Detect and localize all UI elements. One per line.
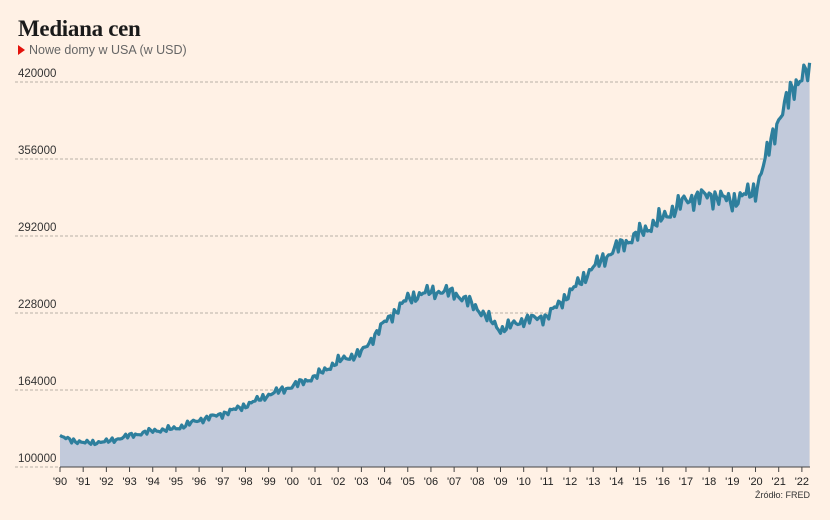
x-tick-label: '10 [517,476,531,488]
x-tick-label: '97 [215,476,229,488]
x-tick-label: '17 [679,476,693,488]
x-tick-label: '04 [377,476,391,488]
x-tick-label: '22 [795,476,809,488]
x-tick-label: '91 [76,476,90,488]
x-tick-label: '16 [656,476,670,488]
x-tick-label: '21 [772,476,786,488]
x-tick-label: '01 [308,476,322,488]
x-tick-label: '18 [702,476,716,488]
x-tick-label: '12 [563,476,577,488]
y-tick-label: 228000 [18,299,56,311]
x-tick-label: '05 [401,476,415,488]
series-line [59,62,812,447]
y-tick-label: 164000 [18,376,56,388]
source-note: Źródło: FRED [754,490,810,500]
x-tick-label: '92 [99,476,113,488]
x-tick-label: '19 [725,476,739,488]
x-tick-label: '14 [609,476,623,488]
x-tick-label: '96 [192,476,206,488]
x-tick-label: '20 [748,476,762,488]
x-tick-label: '03 [354,476,368,488]
x-tick-label: '08 [470,476,484,488]
x-tick-label: '93 [122,476,136,488]
x-tick-label: '94 [146,476,160,488]
legend-label: Nowe domy w USA (w USD) [29,43,187,57]
y-tick-label: 292000 [18,222,56,234]
x-tick-label: '02 [331,476,345,488]
series-area [60,62,810,468]
y-tick-label: 100000 [18,453,56,465]
x-tick-label: '07 [447,476,461,488]
x-tick-label: '95 [169,476,183,488]
legend-entry: Nowe domy w USA (w USD) [18,43,187,57]
chart-title: Mediana cen [18,16,141,41]
x-tick-label: '11 [540,476,554,488]
x-tick-label: '06 [424,476,438,488]
legend-marker-icon [18,45,25,55]
x-tick-label: '15 [632,476,646,488]
y-tick-label: 356000 [18,145,56,157]
x-tick-label: '98 [238,476,252,488]
y-tick-label: 420000 [18,68,56,80]
x-tick-label: '99 [261,476,275,488]
x-tick-label: '09 [493,476,507,488]
x-tick-label: '13 [586,476,600,488]
x-tick-label: '00 [285,476,299,488]
x-tick-label: '90 [53,476,67,488]
